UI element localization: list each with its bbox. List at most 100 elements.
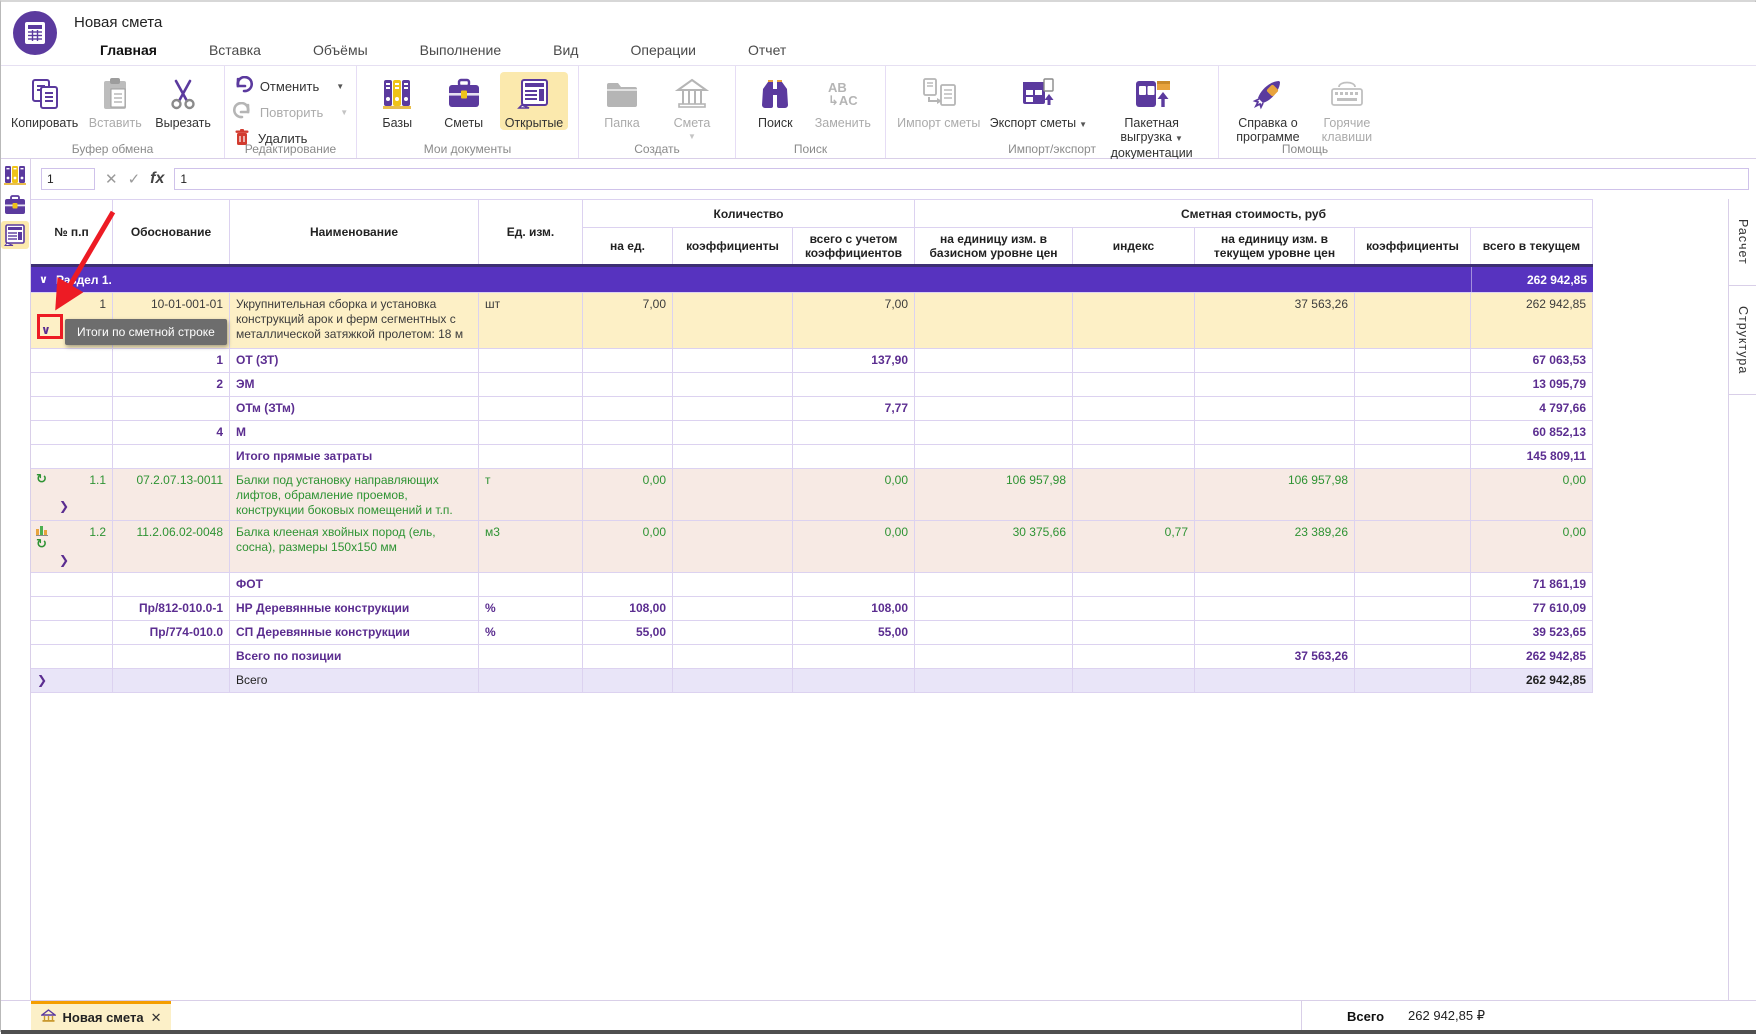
header-price-base[interactable]: на единицу изм. в базисном уровне цен: [915, 228, 1073, 264]
tab-vid[interactable]: Вид: [527, 36, 604, 68]
app-logo-icon: [13, 11, 57, 55]
left-mini-sidebar: [1, 159, 31, 1000]
export-dropdown-icon[interactable]: ▼: [1079, 120, 1087, 129]
import-icon: [921, 74, 957, 114]
replace-button[interactable]: AB ↳AC Заменить: [811, 72, 875, 130]
annotation-tooltip: Итоги по сметной строке: [65, 319, 227, 345]
tab-glavnaya[interactable]: Главная: [74, 36, 183, 68]
copy-icon: [29, 74, 61, 114]
header-coef[interactable]: коэффициенты: [1355, 228, 1471, 264]
status-total-label: Всего: [1347, 1009, 1384, 1024]
cell-unit[interactable]: шт: [479, 293, 583, 348]
header-price-current[interactable]: на единицу изм. в текущем уровне цен: [1195, 228, 1355, 264]
ribbon-group-clipboard: Копировать Вставить Вырезать Буфер обмен…: [1, 66, 225, 158]
table-row-position-total: Всего по позиции 37 563,26 262 942,85: [31, 645, 1593, 669]
confirm-entry-icon[interactable]: ✓: [128, 170, 141, 188]
mini-open-documents-icon[interactable]: [1, 221, 29, 249]
building-icon: [675, 74, 709, 114]
table-row-direct-costs: Итого прямые затраты 145 809,11: [31, 445, 1593, 469]
export-estimate-button[interactable]: Экспорт сметы▼: [987, 72, 1089, 132]
tab-otchet[interactable]: Отчет: [722, 36, 812, 68]
section-total[interactable]: 262 942,85: [1471, 267, 1593, 292]
mini-estimates-icon[interactable]: [1, 191, 29, 219]
bottom-bar: Новая смета ✕ Всего 262 942,85 ₽: [1, 1000, 1756, 1030]
cell-price-current[interactable]: 37 563,26: [1195, 293, 1355, 348]
header-name[interactable]: Наименование: [230, 200, 479, 264]
binoculars-icon: [759, 74, 791, 114]
undo-button[interactable]: Отменить ▼: [233, 76, 348, 97]
import-estimate-button[interactable]: Импорт сметы: [896, 72, 981, 130]
help-button[interactable]: Справка о программе: [1229, 72, 1307, 144]
table-row-item-1-1: ↻ 1.1 ❯ 07.2.07.13-0011 Балки под устано…: [31, 469, 1593, 521]
status-total: Всего 262 942,85 ₽: [1301, 1001, 1485, 1031]
folder-icon: [605, 74, 639, 114]
search-button[interactable]: Поиск: [746, 72, 805, 130]
cell-qty-total[interactable]: 7,00: [793, 293, 915, 348]
header-num[interactable]: № п.п: [31, 200, 113, 264]
tab-obyomy[interactable]: Объёмы: [287, 36, 394, 68]
cell-total[interactable]: 262 942,85: [1471, 293, 1593, 348]
bases-button[interactable]: Базы: [367, 72, 427, 130]
right-tab-strip: Расчет Структура: [1728, 199, 1756, 1000]
cut-icon: [167, 74, 199, 114]
ribbon-group-help: Справка о программе Горячие клавиши Помо…: [1219, 66, 1391, 158]
table-row-em: 2 ЭМ 13 095,79: [31, 373, 1593, 397]
document-tab[interactable]: Новая смета ✕: [31, 1001, 171, 1031]
cell-reference-input[interactable]: [41, 168, 95, 190]
ribbon-group-import-export: Импорт сметы Экспорт сметы▼ Пакетная выг…: [886, 66, 1219, 158]
document-title: Новая смета: [74, 14, 162, 31]
tab-vypolnenie[interactable]: Выполнение: [394, 36, 527, 68]
redo-dropdown-icon[interactable]: ▼: [340, 108, 348, 117]
export-icon: [1020, 74, 1056, 114]
estimate-table: № п.п Обоснование Наименование Ед. изм. …: [31, 199, 1593, 693]
hotkeys-button[interactable]: Горячие клавиши: [1313, 72, 1381, 144]
bases-icon: [381, 74, 413, 114]
header-qty-unit[interactable]: на ед.: [583, 228, 673, 264]
table-row-grand-total: ❯ Всего 262 942,85: [31, 669, 1593, 693]
header-total[interactable]: всего в текущем: [1471, 228, 1593, 264]
formula-input[interactable]: [174, 168, 1749, 190]
table-row-item-1-2: ↻ 1.2 ❯ 11.2.06.02-0048 Балка клееная хв…: [31, 521, 1593, 573]
paste-button[interactable]: Вставить: [84, 72, 146, 130]
header-code[interactable]: Обоснование: [113, 200, 230, 264]
header-qty-coef[interactable]: коэффициенты: [673, 228, 793, 264]
formula-bar: ✕ ✓ fx: [31, 159, 1756, 199]
header-index[interactable]: индекс: [1073, 228, 1195, 264]
redo-button[interactable]: Повторить ▼: [233, 102, 348, 123]
document-tab-close-icon[interactable]: ✕: [151, 1010, 162, 1026]
new-estimate-button[interactable]: Смета ▼: [660, 72, 724, 141]
table-row-fot: ФОТ 71 861,19: [31, 573, 1593, 597]
header-qty-total[interactable]: всего с учетом коэффициентов: [793, 228, 915, 264]
estimates-button[interactable]: Сметы: [433, 72, 493, 130]
undo-dropdown-icon[interactable]: ▼: [336, 82, 344, 91]
side-tab-struktura[interactable]: Структура: [1729, 286, 1756, 395]
new-estimate-dropdown-icon[interactable]: ▼: [688, 132, 696, 141]
table-row-m: 4 М 60 852,13: [31, 421, 1593, 445]
section-row[interactable]: ∨Раздел 1. 262 942,85: [31, 267, 1593, 293]
cut-button[interactable]: Вырезать: [152, 72, 214, 130]
cell-qty-unit[interactable]: 7,00: [583, 293, 673, 348]
side-tab-raschet[interactable]: Расчет: [1729, 199, 1756, 286]
row-1-1-expand-icon[interactable]: ❯: [59, 499, 69, 514]
tab-operacii[interactable]: Операции: [604, 36, 722, 68]
mini-bases-icon[interactable]: [1, 161, 29, 189]
title-bar: Новая смета Главная Вставка Объёмы Выпол…: [1, 2, 1756, 65]
undo-icon: [233, 76, 253, 97]
open-documents-button[interactable]: Открытые: [500, 72, 568, 130]
copy-button[interactable]: Копировать: [11, 72, 78, 130]
keyboard-icon: [1329, 74, 1365, 114]
cell-name[interactable]: Укрупнительная сборка и установка констр…: [230, 293, 479, 348]
function-fx-icon[interactable]: fx: [150, 170, 164, 188]
window-bottom-edge: [1, 1030, 1756, 1034]
cancel-entry-icon[interactable]: ✕: [105, 170, 118, 188]
section-collapse-icon[interactable]: ∨: [39, 273, 48, 286]
batch-export-icon: [1132, 74, 1172, 114]
new-folder-button[interactable]: Папка: [590, 72, 654, 130]
grand-total-expand-icon[interactable]: ❯: [37, 673, 47, 687]
table-row-nr: Пр/812-010.0-1 НР Деревянные конструкции…: [31, 597, 1593, 621]
ribbon-group-search: Поиск AB ↳AC Заменить Поиск: [736, 66, 886, 158]
header-quantity-group: Количество на ед. коэффициенты всего с у…: [583, 200, 915, 264]
header-unit[interactable]: Ед. изм.: [479, 200, 583, 264]
row-1-2-expand-icon[interactable]: ❯: [59, 553, 69, 568]
tab-vstavka[interactable]: Вставка: [183, 36, 287, 68]
